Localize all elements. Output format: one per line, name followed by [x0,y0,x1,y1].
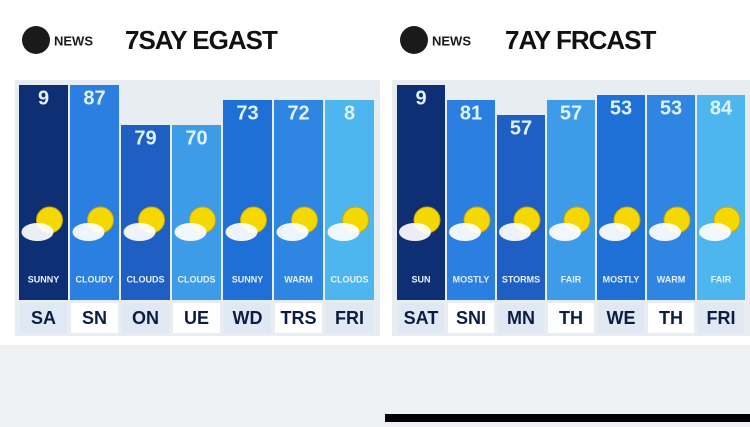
day-column [497,115,545,300]
day: SA [31,308,56,328]
high-temp: 72 [287,102,309,124]
day: TH [559,308,583,328]
day-box [275,303,322,333]
day-column [647,95,695,300]
condition: CLOUDS [331,274,369,284]
day-column [697,95,745,300]
high-temp: 57 [560,102,582,124]
logo-badge [22,26,50,54]
day-column [325,100,374,300]
day-column [547,100,595,300]
day: FRI [335,308,364,328]
logo: NEWS [54,33,93,48]
day-box [326,303,373,333]
cloud-icon [599,223,631,241]
cloud-icon [72,223,105,241]
condition: CLOUDS [178,274,216,284]
title: 7AY FRCAST [505,25,656,55]
day: SNI [456,308,486,328]
high-temp: 81 [460,102,482,124]
day-column [597,95,645,300]
high-temp: 9 [415,87,426,109]
high-temp: 84 [710,97,733,119]
condition: FAIR [561,274,582,284]
day-box [173,303,220,333]
day: WD [233,308,263,328]
high-temp: 70 [185,127,207,149]
day: SN [82,308,107,328]
day-box [398,303,444,333]
cloud-icon [649,223,681,241]
condition: MOSTLY [453,274,490,284]
high-temp: 87 [83,87,105,109]
day-box [224,303,271,333]
day-box [548,303,594,333]
day-box [448,303,494,333]
high-temp: 53 [610,97,632,119]
day: UE [184,308,209,328]
day-box [71,303,118,333]
high-temp: 53 [660,97,682,119]
condition: CLOUDS [127,274,165,284]
day: ON [132,308,159,328]
cloud-icon [123,223,156,241]
condition: STORMS [502,274,540,284]
day: FRI [707,308,736,328]
cloud-icon [699,223,731,241]
high-temp: 9 [38,87,49,109]
day-column [19,85,68,300]
condition: WARM [284,274,313,284]
day-column [274,100,323,300]
day-box [498,303,544,333]
day-column [447,100,495,300]
condition: MOSTLY [603,274,640,284]
bottom-bar [385,414,750,422]
cloud-icon [327,223,360,241]
cloud-icon [21,223,54,241]
condition: SUNNY [232,274,264,284]
day: WE [607,308,636,328]
logo: NEWS [432,33,471,48]
cloud-icon [549,223,581,241]
cloud-icon [499,223,531,241]
condition: WARM [657,274,686,284]
day-box [598,303,644,333]
condition: SUN [411,274,430,284]
day-column [223,100,272,300]
condition: CLOUDY [76,274,114,284]
day-column [70,85,119,300]
day-box [20,303,67,333]
day-box [648,303,694,333]
high-temp: 73 [236,102,258,124]
condition: SUNNY [28,274,60,284]
cloud-icon [449,223,481,241]
cloud-icon [399,223,431,241]
condition: FAIR [711,274,732,284]
cloud-icon [174,223,207,241]
day-column [397,85,445,300]
title: 7SAY EGAST [125,25,278,55]
high-temp: 8 [344,102,355,124]
cloud-icon [276,223,309,241]
day: TRS [281,308,317,328]
cloud-icon [225,223,258,241]
day: TH [659,308,683,328]
high-temp: 57 [510,117,532,139]
day: MN [507,308,535,328]
logo-badge [400,26,428,54]
day-box [698,303,744,333]
high-temp: 79 [134,127,156,149]
day-box [122,303,169,333]
day: SAT [404,308,439,328]
